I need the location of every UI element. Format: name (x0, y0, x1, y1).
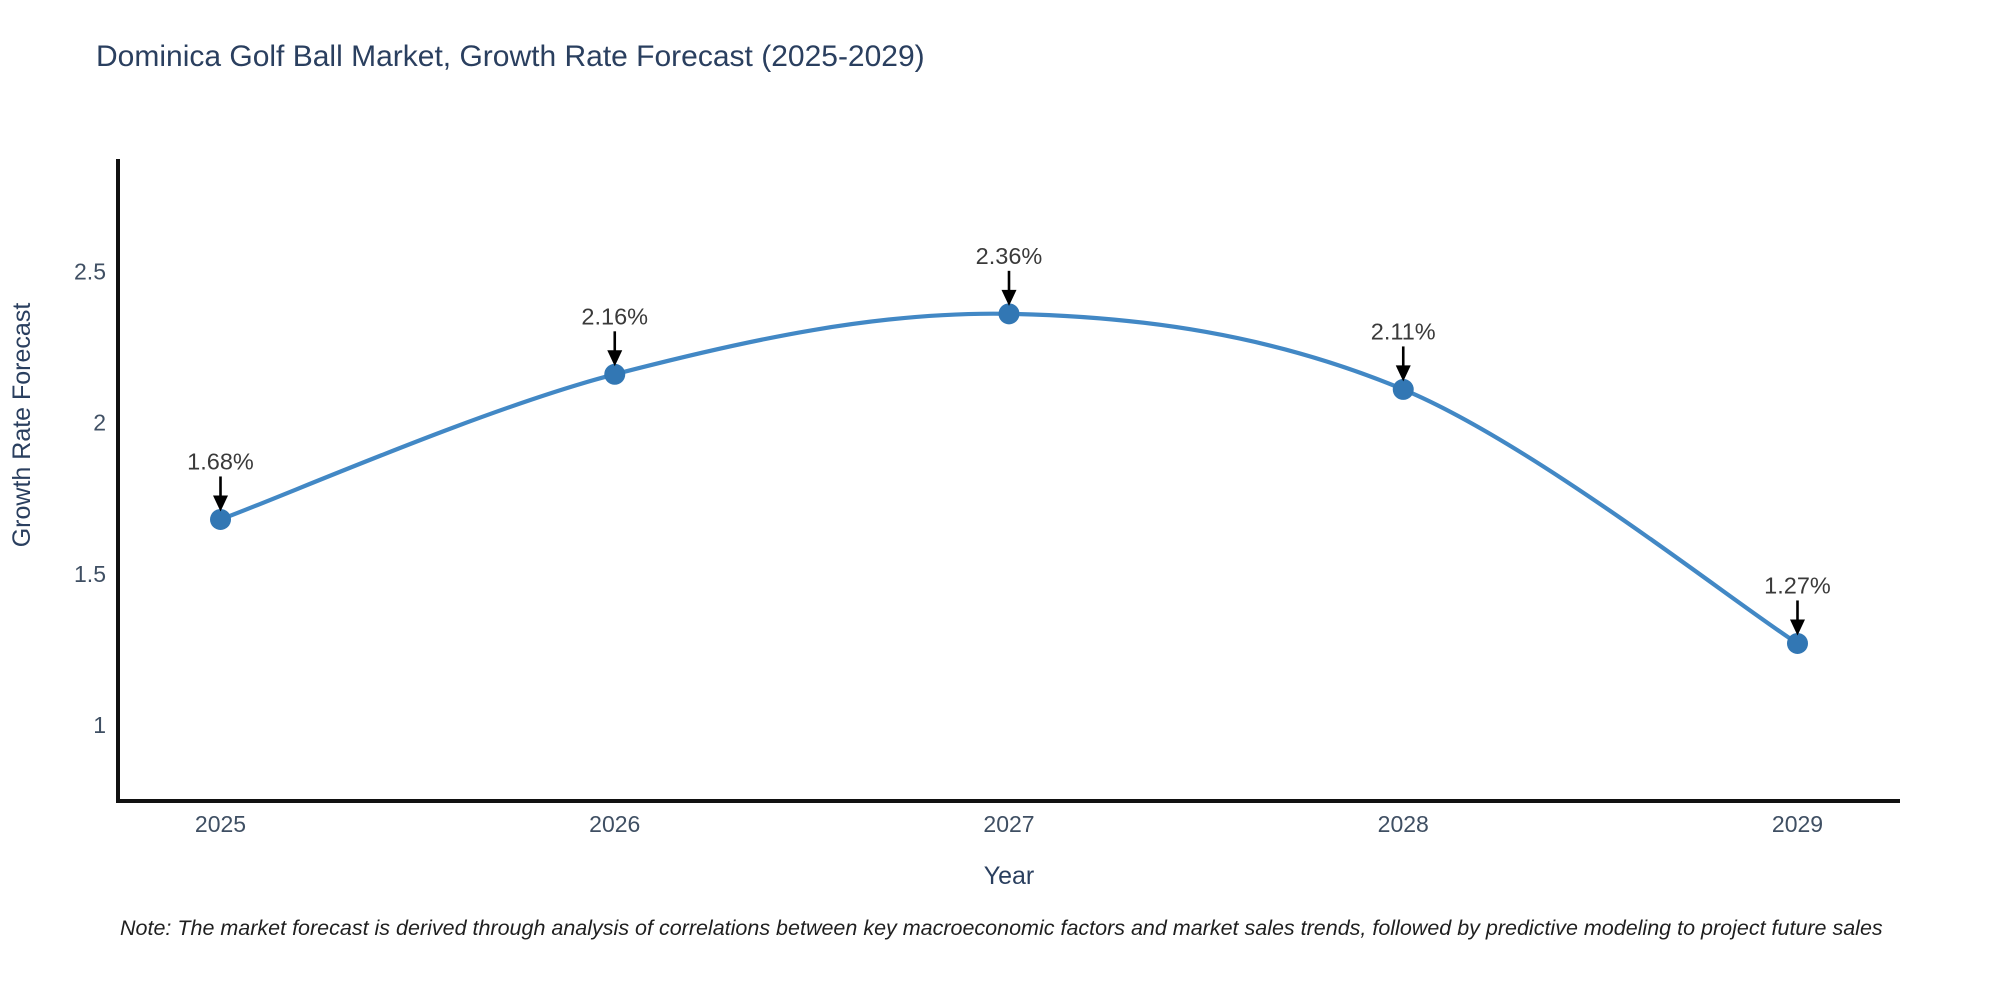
data-point-2029 (1786, 632, 1808, 654)
data-point-label: 2.16% (581, 303, 648, 329)
x-tick-label: 2025 (195, 811, 246, 837)
annotation-arrowhead-icon (1395, 365, 1411, 382)
y-tick-label: 1.5 (74, 561, 106, 587)
data-point-2027 (998, 303, 1020, 325)
data-point-label: 1.27% (1764, 572, 1831, 598)
x-tick-label: 2029 (1772, 811, 1823, 837)
annotation-arrowhead-icon (1001, 289, 1017, 306)
y-tick-label: 1 (93, 712, 106, 738)
x-tick-label: 2027 (983, 811, 1034, 837)
annotation-arrowhead-icon (1789, 619, 1805, 636)
chart-footnote: Note: The market forecast is derived thr… (120, 916, 1883, 940)
x-tick-label: 2026 (589, 811, 640, 837)
growth-rate-line (218, 311, 1800, 646)
data-point-label: 2.11% (1371, 318, 1436, 344)
data-point-2028 (1392, 378, 1414, 400)
data-point-label: 2.36% (976, 243, 1043, 269)
data-point-2025 (210, 508, 232, 530)
x-axis-title: Year (984, 862, 1035, 890)
annotation-arrowhead-icon (213, 495, 229, 512)
y-tick-label: 2 (93, 410, 106, 436)
data-point-2026 (604, 363, 626, 385)
data-point-label: 1.68% (187, 448, 254, 474)
y-axis-title: Growth Rate Forecast (8, 303, 36, 548)
y-tick-label: 2.5 (74, 258, 106, 284)
chart-title: Dominica Golf Ball Market, Growth Rate F… (96, 40, 925, 73)
annotation-arrowhead-icon (607, 350, 623, 367)
x-tick-label: 2028 (1378, 811, 1429, 837)
